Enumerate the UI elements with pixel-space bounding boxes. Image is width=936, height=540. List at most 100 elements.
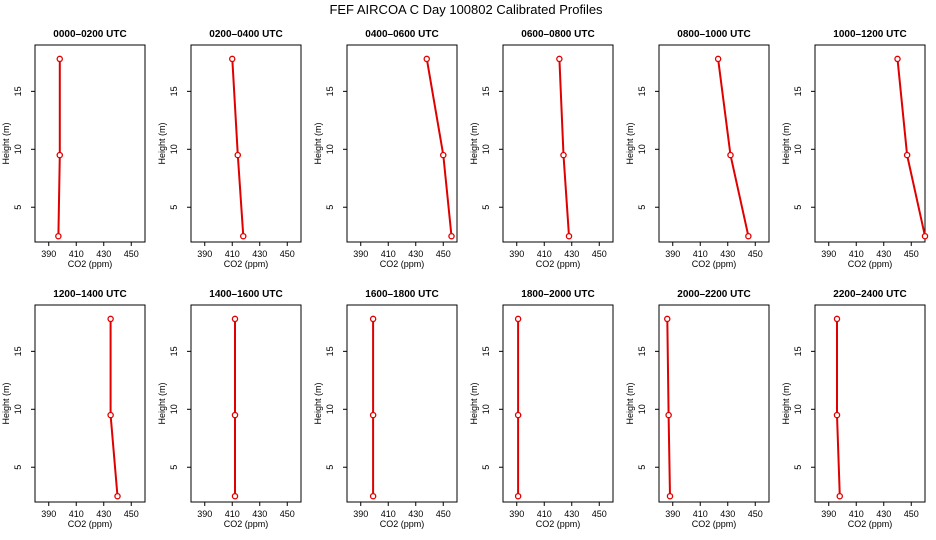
x-tick-label: 390: [197, 249, 212, 259]
x-tick-label: 430: [564, 509, 579, 519]
profile-point: [56, 55, 64, 63]
x-tick-label: 450: [436, 509, 451, 519]
x-tick-label: 430: [96, 249, 111, 259]
y-tick-label: 5: [169, 205, 179, 210]
profile-point: [664, 315, 671, 323]
plot-frame: [190, 44, 302, 243]
profile-panel: 1600–1800 UTC 390 410 430 450 5 10 15 CO2 (ppm) H…: [313, 289, 458, 529]
y-tick-label: 10: [325, 144, 335, 154]
x-axis-label: CO2 (ppm): [848, 259, 893, 269]
profile-line: [425, 58, 453, 237]
x-tick-label: 410: [381, 249, 396, 259]
x-tick-label: 430: [408, 249, 423, 259]
y-tick-label: 5: [793, 465, 803, 470]
x-tick-label: 450: [904, 249, 919, 259]
profile-point: [894, 55, 901, 63]
profile-point: [514, 492, 522, 500]
x-tick-label: 390: [41, 249, 56, 259]
x-tick-label: 410: [69, 249, 84, 259]
x-tick-label: 450: [280, 249, 295, 259]
y-tick-label: 15: [793, 86, 803, 96]
profile-point: [369, 492, 377, 500]
profile-panel: 2000–2200 UTC 390 410 430 450 5 10 15 CO2 (ppm) H…: [625, 289, 770, 529]
y-tick-label: 15: [169, 86, 179, 96]
profile-point: [231, 315, 239, 323]
y-axis-label: Height (m): [625, 382, 635, 424]
profile-point: [714, 55, 722, 63]
panel-title: 1400–1600 UTC: [209, 289, 282, 300]
x-tick-label: 390: [665, 249, 680, 259]
y-tick-label: 15: [169, 346, 179, 356]
panel-title: 0600–0800 UTC: [521, 29, 594, 40]
x-axis-label: CO2 (ppm): [68, 519, 113, 529]
x-tick-label: 450: [904, 509, 919, 519]
x-tick-label: 410: [225, 509, 240, 519]
x-tick-label: 430: [96, 509, 111, 519]
profile-line: [231, 58, 245, 237]
x-tick-label: 430: [876, 509, 891, 519]
x-tick-label: 390: [509, 509, 524, 519]
profile-point: [56, 151, 64, 159]
y-axis-label: Height (m): [157, 122, 167, 164]
x-tick-label: 410: [537, 509, 552, 519]
plot-frame: [190, 304, 302, 503]
profile-panel: 1000–1200 UTC 390 410 430 450 5 10 15 CO2 (ppm) H…: [781, 29, 929, 269]
y-tick-label: 5: [169, 465, 179, 470]
profile-point: [836, 492, 844, 500]
profile-point: [231, 492, 239, 500]
panel-title: 0400–0600 UTC: [365, 29, 438, 40]
y-tick-label: 15: [481, 86, 491, 96]
x-tick-label: 390: [821, 509, 836, 519]
profile-panel: 0400–0600 UTC 390 410 430 450 5 10 15 CO2 (ppm) H…: [313, 29, 458, 269]
profile-point: [439, 151, 447, 159]
profile-point: [234, 151, 241, 159]
y-tick-label: 10: [13, 144, 23, 154]
x-axis-label: CO2 (ppm): [68, 259, 113, 269]
y-axis-label: Height (m): [781, 382, 791, 424]
x-tick-label: 450: [124, 509, 139, 519]
plot-frame: [658, 304, 770, 503]
x-tick-label: 450: [748, 249, 763, 259]
y-axis-label: Height (m): [1, 382, 11, 424]
y-axis-label: Height (m): [781, 122, 791, 164]
x-tick-label: 390: [821, 249, 836, 259]
y-tick-label: 10: [13, 404, 23, 414]
x-axis-label: CO2 (ppm): [848, 519, 893, 529]
profile-panel: 1400–1600 UTC 390 410 430 450 5 10 15 CO2 (ppm) H…: [157, 289, 302, 529]
y-axis-label: Height (m): [469, 382, 479, 424]
profile-point: [448, 232, 455, 240]
y-tick-label: 5: [481, 465, 491, 470]
panel-title: 1000–1200 UTC: [833, 29, 906, 40]
plot-frame: [346, 44, 458, 243]
profile-point: [666, 492, 674, 500]
profile-panel: 2200–2400 UTC 390 410 430 450 5 10 15 CO2 (ppm) H…: [781, 289, 926, 529]
plot-frame: [502, 44, 614, 243]
plot-frame: [658, 44, 770, 243]
profile-point: [560, 151, 567, 159]
figure-title: FEF AIRCOA C Day 100802 Calibrated Profi…: [329, 2, 603, 17]
y-tick-label: 10: [169, 404, 179, 414]
x-tick-label: 430: [876, 249, 891, 259]
y-tick-label: 10: [169, 144, 179, 154]
y-tick-label: 5: [325, 205, 335, 210]
profile-point: [727, 151, 734, 159]
x-tick-label: 390: [197, 509, 212, 519]
panel-title: 0000–0200 UTC: [53, 29, 126, 40]
x-axis-label: CO2 (ppm): [380, 519, 425, 529]
x-tick-label: 430: [408, 509, 423, 519]
panel-title: 1200–1400 UTC: [53, 289, 126, 300]
y-tick-label: 15: [325, 346, 335, 356]
profile-panel: 1200–1400 UTC 390 410 430 450 5 10 15 CO2 (ppm) H…: [1, 289, 146, 529]
profile-point: [114, 492, 121, 500]
y-tick-label: 5: [637, 465, 647, 470]
x-tick-label: 390: [509, 249, 524, 259]
y-tick-label: 10: [637, 144, 647, 154]
x-axis-label: CO2 (ppm): [224, 259, 269, 269]
profile-panel: 0600–0800 UTC 390 410 430 450 5 10 15 CO2 (ppm) H…: [469, 29, 614, 269]
y-axis-label: Height (m): [625, 122, 635, 164]
y-tick-label: 10: [481, 404, 491, 414]
plot-frame: [34, 44, 146, 243]
profile-point: [556, 55, 563, 63]
profile-point: [369, 411, 377, 419]
